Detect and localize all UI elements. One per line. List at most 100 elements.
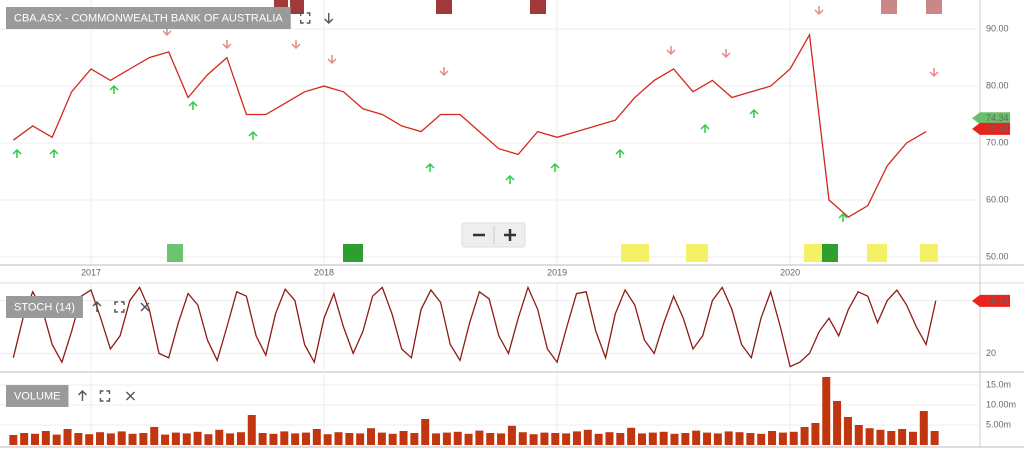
maximize-button[interactable]	[114, 301, 125, 313]
zoom-controls	[461, 222, 526, 248]
volume-bar	[497, 433, 506, 445]
volume-bar	[139, 433, 148, 445]
volume-bar	[583, 429, 592, 445]
volume-bar	[410, 433, 419, 445]
volume-bar	[399, 431, 408, 445]
volume-bar	[182, 433, 191, 445]
price-tag-label: 72.48	[986, 124, 1009, 134]
volume-bar	[822, 377, 831, 445]
volume-bar	[367, 428, 376, 445]
x-tick-label: 2017	[81, 267, 101, 277]
volume-bar	[800, 427, 809, 445]
volume-bar	[74, 433, 83, 445]
volume-bar	[291, 433, 300, 445]
volume-bar	[551, 433, 560, 445]
volume-bar	[226, 433, 235, 445]
volume-bar	[41, 431, 50, 445]
event-flags	[167, 0, 942, 262]
volume-bar	[334, 432, 343, 445]
marks-layer	[9, 32, 939, 445]
maximize-button[interactable]	[300, 12, 311, 24]
volume-bar	[605, 432, 614, 445]
price-tag-label: 79.73	[986, 296, 1009, 306]
volume-bar	[572, 431, 581, 445]
collapse-button[interactable]	[324, 13, 334, 24]
volume-bar	[648, 432, 657, 445]
volume-bar	[475, 430, 484, 445]
move-up-button[interactable]	[77, 390, 87, 401]
price-line	[12, 32, 927, 218]
panel-title-box	[6, 296, 83, 318]
volume-bar	[269, 433, 278, 445]
volume-bar	[171, 432, 180, 445]
volume-bar	[377, 432, 386, 445]
zoom-in-button[interactable]	[504, 229, 516, 241]
volume-bar	[887, 431, 896, 445]
volume-bar	[161, 434, 170, 445]
volume-bar	[898, 429, 907, 445]
volume-bar	[247, 415, 256, 445]
y-tick-label: 5.00m	[986, 419, 1011, 429]
volume-bar	[735, 432, 744, 445]
volume-bar	[193, 431, 202, 445]
volume-bar	[908, 431, 917, 445]
volume-bar	[63, 429, 72, 445]
volume-bar	[280, 431, 289, 445]
panel-title-box	[6, 385, 69, 407]
volume-bar	[692, 430, 701, 445]
volume-bar	[703, 432, 712, 445]
price-line	[12, 285, 937, 368]
volume-bar	[106, 433, 115, 445]
move-up-button[interactable]	[92, 301, 102, 312]
signal-markers	[12, 6, 939, 222]
volume-bar	[562, 433, 571, 445]
volume-bar	[637, 433, 646, 445]
volume-bar	[215, 429, 224, 445]
volume-bar	[670, 433, 679, 445]
volume-bar	[323, 434, 332, 445]
close-button[interactable]	[125, 391, 135, 401]
volume-bar	[919, 411, 928, 445]
volume-bar	[507, 425, 516, 445]
price-tag-label: 74.34	[986, 113, 1009, 123]
price-tag	[972, 122, 1010, 135]
volume-bar	[930, 431, 939, 445]
panel-title: CBA.ASX - COMMONWEALTH BANK OF AUSTRALIA	[14, 12, 283, 24]
volume-bar	[128, 433, 137, 445]
volume-bar	[854, 425, 863, 445]
y-tick-label: 70.00	[986, 137, 1009, 147]
y-tick-label: 90.00	[986, 23, 1009, 33]
volume-bar	[778, 432, 787, 445]
volume-bar	[757, 433, 766, 445]
volume-bar	[833, 401, 842, 445]
panel-title: STOCH (14)	[14, 301, 75, 313]
volume-bar	[453, 431, 462, 445]
volume-bar	[865, 428, 874, 445]
volume-bar	[52, 434, 61, 445]
maximize-button[interactable]	[99, 390, 111, 402]
panel-title: VOLUME	[14, 390, 60, 402]
close-button[interactable]	[140, 302, 150, 312]
volume-bar	[746, 433, 755, 445]
volume-bar	[388, 433, 397, 445]
x-tick-label: 2020	[780, 267, 800, 277]
volume-bar	[30, 433, 39, 445]
volume-bar	[681, 433, 690, 445]
volume-bar	[627, 427, 636, 445]
y-tick-label: 50.00	[986, 251, 1009, 261]
panel-title-box	[6, 7, 291, 29]
volume-bar	[85, 434, 94, 445]
volume-bar	[464, 433, 473, 445]
volume-bar	[356, 433, 365, 445]
volume-bar	[9, 435, 18, 445]
volume-bar	[811, 423, 820, 445]
volume-bar	[529, 434, 538, 445]
volume-bar	[540, 432, 549, 445]
volume-bar	[442, 432, 451, 445]
volume-bar	[724, 431, 733, 445]
y-tick-label: 15.0m	[986, 379, 1011, 389]
volume-bar	[312, 429, 321, 445]
volume-bar	[659, 431, 668, 445]
volume-bar	[432, 433, 441, 445]
volume-bar	[843, 417, 852, 445]
